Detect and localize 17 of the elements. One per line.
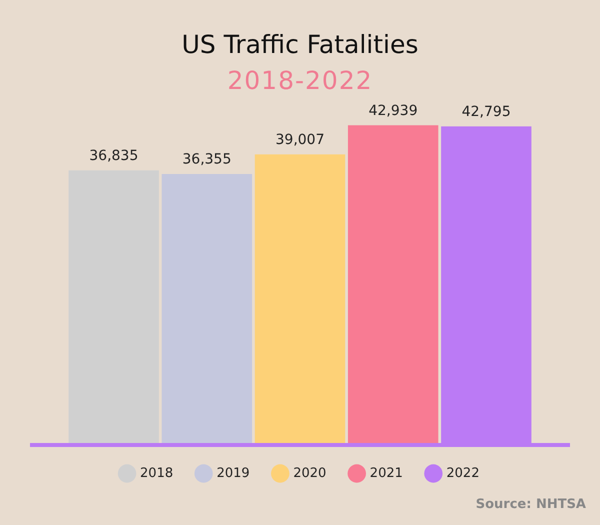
legend-label: 2021 (370, 466, 403, 481)
bar (254, 154, 346, 443)
data-label: 42,939 (368, 102, 418, 119)
source-note: Source: NHTSA (476, 497, 586, 512)
legend-label: 2022 (446, 466, 480, 481)
chart-title: US Traffic Fatalities (180, 30, 420, 59)
bar (68, 170, 159, 443)
chart-subtitle: 2018-2022 (226, 66, 374, 95)
data-label: 36,355 (182, 152, 232, 168)
legend-label: 2018 (140, 466, 174, 481)
data-label: 42,795 (462, 104, 511, 120)
legend-label: 2019 (216, 466, 250, 481)
data-label: 39,007 (276, 132, 324, 148)
bar (162, 174, 252, 443)
bar (348, 125, 438, 443)
legend-label: 2020 (293, 466, 326, 481)
data-label: 36,835 (89, 148, 138, 164)
